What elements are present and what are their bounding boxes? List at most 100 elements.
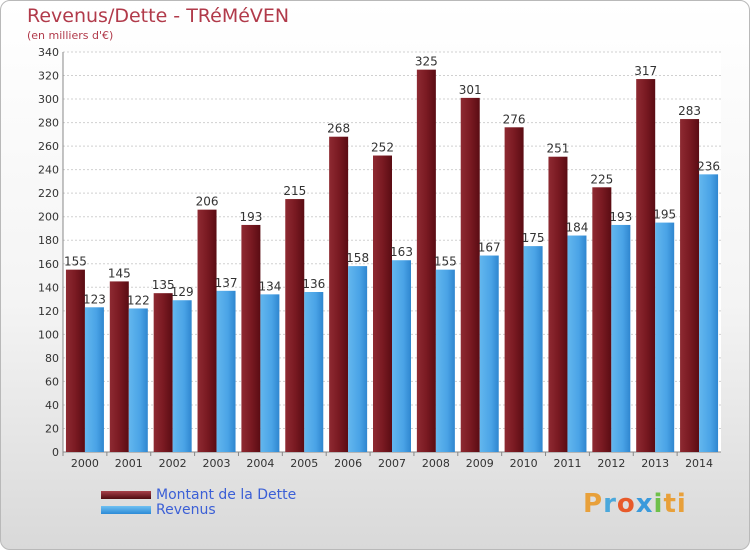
y-tick-label: 260 — [38, 140, 59, 153]
revenue-bar — [655, 222, 675, 452]
revenue-bar — [435, 269, 455, 452]
revenue-bar — [567, 235, 587, 452]
legend-swatch-debt — [101, 490, 151, 499]
legend-label-revenue: Revenus — [156, 501, 216, 518]
revenue-bar-label: 134 — [258, 279, 281, 293]
legend: Montant de la Dette Revenus — [101, 486, 297, 518]
revenue-bar-label: 236 — [697, 159, 720, 173]
y-tick-label: 340 — [38, 46, 59, 59]
x-tick-label: 2008 — [422, 457, 450, 470]
y-tick-label: 80 — [45, 352, 59, 365]
x-tick-label: 2009 — [466, 457, 494, 470]
x-tick-label: 2003 — [203, 457, 231, 470]
revenue-bar-label: 163 — [390, 245, 413, 259]
y-tick-label: 300 — [38, 93, 59, 106]
y-tick-label: 280 — [38, 117, 59, 130]
y-tick-label: 160 — [38, 258, 59, 271]
revenue-bar-label: 155 — [434, 255, 457, 269]
revenue-bar-label: 175 — [522, 231, 545, 245]
x-tick-label: 2006 — [334, 457, 362, 470]
y-tick-label: 120 — [38, 305, 59, 318]
legend-label-debt: Montant de la Dette — [156, 486, 297, 503]
revenue-bar — [392, 260, 411, 452]
debt-bar-label: 215 — [283, 184, 306, 198]
debt-bar — [109, 281, 129, 452]
revenue-bar — [260, 294, 280, 452]
y-tick-label: 20 — [45, 422, 59, 435]
revenue-bar — [84, 307, 104, 452]
revenue-bar-label: 193 — [609, 210, 632, 224]
x-tick-label: 2002 — [159, 457, 187, 470]
x-tick-label: 2000 — [71, 457, 99, 470]
debt-bar-label: 135 — [152, 278, 175, 292]
revenue-bar — [128, 308, 148, 452]
y-tick-label: 320 — [38, 70, 59, 83]
debt-bar-label: 225 — [590, 172, 613, 186]
debt-bar-label: 268 — [327, 122, 350, 136]
debt-bar — [241, 224, 261, 452]
debt-bar — [680, 119, 700, 452]
revenue-bar-label: 195 — [653, 208, 676, 222]
revenue-bar-label: 137 — [215, 276, 238, 290]
x-tick-label: 2012 — [597, 457, 625, 470]
debt-bar — [636, 79, 656, 452]
x-tick-label: 2001 — [115, 457, 143, 470]
debt-bar-label: 252 — [371, 141, 394, 155]
y-tick-label: 180 — [38, 234, 59, 247]
debt-bar — [197, 209, 217, 452]
debt-bar — [504, 127, 524, 452]
revenue-bar — [172, 300, 192, 452]
x-tick-label: 2005 — [290, 457, 318, 470]
debt-bar — [460, 97, 480, 452]
y-tick-label: 40 — [45, 399, 59, 412]
x-tick-label: 2010 — [510, 457, 538, 470]
legend-item-debt: Montant de la Dette — [101, 486, 297, 503]
y-tick-label: 200 — [38, 211, 59, 224]
debt-bar — [416, 69, 436, 452]
proxiti-logo: Proxiti — [583, 489, 687, 519]
debt-bar-label: 325 — [415, 55, 438, 69]
revenue-bar-label: 184 — [566, 221, 589, 235]
x-tick-label: 2014 — [685, 457, 713, 470]
revenue-bar-label: 123 — [83, 292, 106, 306]
y-tick-label: 60 — [45, 375, 59, 388]
debt-bar — [65, 269, 85, 452]
chart-title: Revenus/Dette - TRéMéVEN — [27, 5, 290, 27]
y-tick-label: 220 — [38, 187, 59, 200]
debt-bar — [329, 136, 349, 453]
revenue-bar — [304, 292, 324, 452]
y-tick-label: 240 — [38, 164, 59, 177]
revenue-bar-label: 136 — [302, 277, 325, 291]
revenue-bar — [216, 290, 236, 452]
x-tick-label: 2013 — [641, 457, 669, 470]
revenue-bar — [479, 255, 499, 452]
y-tick-label: 100 — [38, 328, 59, 341]
debt-bar-label: 251 — [547, 142, 570, 156]
debt-bar-label: 283 — [678, 104, 701, 118]
x-tick-label: 2004 — [246, 457, 274, 470]
x-tick-label: 2011 — [553, 457, 581, 470]
debt-bar — [548, 156, 568, 453]
revenue-bar-label: 122 — [127, 293, 150, 307]
debt-bar-label: 301 — [459, 83, 482, 97]
revenue-bar — [611, 224, 631, 452]
y-tick-label: 0 — [52, 446, 59, 459]
debt-bar — [153, 293, 173, 452]
legend-item-revenue: Revenus — [101, 501, 296, 518]
debt-bar — [592, 187, 612, 452]
debt-bar — [285, 199, 305, 452]
x-tick-label: 2007 — [378, 457, 406, 470]
revenue-bar — [523, 246, 543, 452]
debt-bar-label: 206 — [196, 195, 219, 209]
debt-bar-label: 276 — [503, 112, 526, 126]
revenue-bar-label: 158 — [346, 251, 369, 265]
revenue-bar-label: 167 — [478, 241, 501, 255]
revenue-bar — [699, 174, 719, 452]
debt-bar-label: 145 — [108, 266, 131, 280]
chart-subtitle: (en milliers d'€) — [27, 29, 114, 42]
revenue-bar-label: 129 — [171, 285, 194, 299]
debt-bar-label: 317 — [634, 64, 657, 78]
debt-bar-label: 193 — [239, 210, 262, 224]
